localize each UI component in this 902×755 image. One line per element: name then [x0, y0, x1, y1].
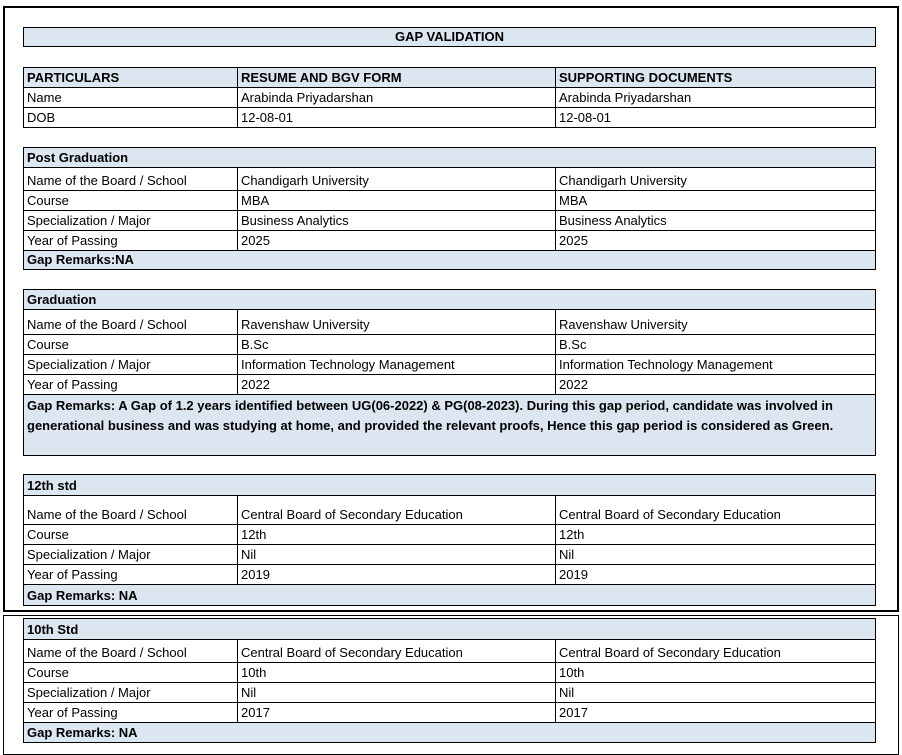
section-row: Central Board of Secondary Education — [555, 639, 876, 663]
section-title: 12th std — [23, 474, 876, 496]
section-row: Specialization / Major — [23, 544, 238, 565]
section-title: Graduation — [23, 289, 876, 310]
section-row: Year of Passing — [23, 564, 238, 585]
section-row: Name of the Board / School — [23, 639, 238, 663]
section-row: Specialization / Major — [23, 210, 238, 231]
column-header: SUPPORTING DOCUMENTS — [555, 67, 876, 88]
summary-row: DOB — [23, 107, 238, 128]
section-row: 2025 — [555, 230, 876, 251]
section-title: Post Graduation — [23, 147, 876, 168]
section-row: MBA — [237, 190, 556, 211]
section-row: 2019 — [555, 564, 876, 585]
section-row: B.Sc — [237, 334, 556, 355]
section-row: Business Analytics — [237, 210, 556, 231]
section-row: Business Analytics — [555, 210, 876, 231]
section-row: 10th — [555, 662, 876, 683]
section-row: 2017 — [237, 702, 556, 723]
gap-remarks: Gap Remarks: NA — [23, 584, 876, 606]
section-row: Central Board of Secondary Education — [555, 495, 876, 525]
section-row: B.Sc — [555, 334, 876, 355]
section-title: 10th Std — [23, 618, 876, 640]
summary-row: Arabinda Priyadarshan — [555, 87, 876, 108]
section-row: Information Technology Management — [555, 354, 876, 375]
section-row: Course — [23, 662, 238, 683]
section-row: Name of the Board / School — [23, 167, 238, 191]
section-row: Chandigarh University — [237, 167, 556, 191]
section-row: 2022 — [555, 374, 876, 395]
section-row: 2022 — [237, 374, 556, 395]
section-row: Specialization / Major — [23, 354, 238, 375]
section-row: 12th — [237, 524, 556, 545]
section-row: 2019 — [237, 564, 556, 585]
title: GAP VALIDATION — [23, 27, 876, 47]
summary-row: Name — [23, 87, 238, 108]
section-row: 12th — [555, 524, 876, 545]
outer-frame — [3, 6, 899, 612]
section-row: Year of Passing — [23, 702, 238, 723]
section-row: 2025 — [237, 230, 556, 251]
section-row: 2017 — [555, 702, 876, 723]
section-row: Nil — [555, 682, 876, 703]
section-row: Central Board of Secondary Education — [237, 495, 556, 525]
summary-row: 12-08-01 — [555, 107, 876, 128]
section-row: MBA — [555, 190, 876, 211]
section-row: Chandigarh University — [555, 167, 876, 191]
gap-remarks: Gap Remarks: A Gap of 1.2 years identifi… — [23, 394, 876, 456]
column-header: RESUME AND BGV FORM — [237, 67, 556, 88]
section-row: Ravenshaw University — [237, 309, 556, 335]
section-row: Year of Passing — [23, 230, 238, 251]
section-row: 10th — [237, 662, 556, 683]
gap-remarks: Gap Remarks:NA — [23, 250, 876, 270]
section-row: Course — [23, 524, 238, 545]
section-row: Name of the Board / School — [23, 495, 238, 525]
section-row: Ravenshaw University — [555, 309, 876, 335]
gap-remarks: Gap Remarks: NA — [23, 722, 876, 743]
section-row: Name of the Board / School — [23, 309, 238, 335]
summary-row: Arabinda Priyadarshan — [237, 87, 556, 108]
summary-row: 12-08-01 — [237, 107, 556, 128]
section-row: Year of Passing — [23, 374, 238, 395]
section-row: Specialization / Major — [23, 682, 238, 703]
section-row: Course — [23, 334, 238, 355]
section-row: Nil — [555, 544, 876, 565]
section-row: Central Board of Secondary Education — [237, 639, 556, 663]
section-row: Information Technology Management — [237, 354, 556, 375]
section-row: Course — [23, 190, 238, 211]
section-row: Nil — [237, 682, 556, 703]
section-row: Nil — [237, 544, 556, 565]
column-header: PARTICULARS — [23, 67, 238, 88]
